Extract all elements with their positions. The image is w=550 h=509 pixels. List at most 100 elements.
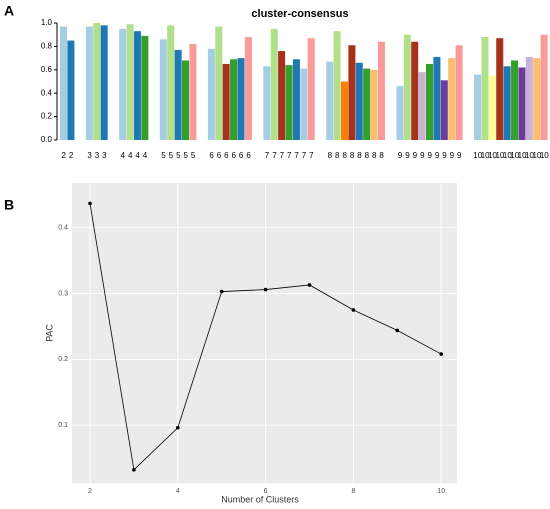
x-tick-label: 5	[183, 151, 188, 160]
x-tick-label: 9	[427, 151, 432, 160]
x-tick-label: 8	[335, 151, 340, 160]
y-tick-label: 0.1	[58, 422, 68, 429]
x-tick-label: 7	[272, 151, 277, 160]
x-tick-label: 10	[540, 151, 549, 160]
bar	[300, 68, 308, 140]
bar	[326, 61, 334, 140]
bar	[230, 59, 238, 140]
x-tick-label: 6	[246, 151, 251, 160]
y-tick-label: 0.0	[41, 135, 53, 144]
bar	[307, 38, 315, 140]
point	[263, 287, 268, 292]
bar	[237, 58, 245, 140]
x-tick-label: 3	[102, 151, 107, 160]
x-tick-label: 8	[379, 151, 384, 160]
x-tick-label: 9	[398, 151, 403, 160]
bar	[278, 51, 286, 140]
x-tick-label: 10	[518, 151, 527, 160]
x-tick-label: 4	[176, 488, 180, 495]
bar	[159, 39, 167, 140]
x-tick-label: 4	[128, 151, 133, 160]
bar	[488, 75, 496, 140]
x-tick-label: 5	[191, 151, 196, 160]
x-tick-label: 7	[280, 151, 285, 160]
x-tick-label: 6	[264, 488, 268, 495]
bar	[518, 67, 526, 140]
bar	[85, 26, 93, 140]
point	[88, 201, 92, 206]
x-tick-label: 5	[176, 151, 181, 160]
bar	[403, 34, 411, 141]
bar	[189, 44, 197, 141]
bar	[540, 34, 548, 141]
bar	[340, 81, 348, 140]
x-tick-label: 4	[135, 151, 140, 160]
bar	[292, 59, 300, 140]
x-tick-label: 2	[88, 488, 92, 495]
x-tick-label: 10	[437, 488, 445, 495]
point	[132, 468, 136, 472]
panel-label: A	[4, 3, 14, 19]
bar	[426, 63, 434, 141]
bar	[533, 58, 541, 140]
x-tick-label: 9	[442, 151, 447, 160]
bar	[481, 37, 489, 140]
x-tick-label: 10	[495, 151, 504, 160]
point	[395, 328, 400, 333]
bar	[511, 60, 519, 140]
x-tick-label: 8	[357, 151, 362, 160]
y-tick-label: 0.3	[58, 290, 68, 297]
x-tick-label: 6	[209, 151, 214, 160]
x-tick-label: 10	[481, 151, 490, 160]
bar	[167, 25, 175, 141]
y-tick-label: 0.4	[41, 88, 53, 97]
bar	[174, 49, 182, 140]
x-tick-label: 3	[87, 151, 92, 160]
x-tick-label: 8	[342, 151, 347, 160]
x-tick-label: 5	[169, 151, 174, 160]
bar	[222, 63, 230, 141]
x-tick-label: 7	[294, 151, 299, 160]
bar	[100, 25, 108, 141]
bar	[60, 26, 68, 140]
y-tick-label: 1.0	[41, 18, 53, 27]
x-tick-label: 10	[503, 151, 512, 160]
bar	[440, 80, 448, 140]
bar	[455, 45, 463, 141]
y-axis-label: PAC	[44, 324, 54, 342]
bar	[263, 66, 271, 140]
y-tick-label: 0.2	[41, 112, 53, 121]
x-tick-label: 4	[121, 151, 126, 160]
bar	[126, 24, 134, 141]
bar	[285, 65, 293, 140]
bar	[355, 62, 363, 140]
x-tick-label: 8	[328, 151, 333, 160]
x-tick-label: 6	[239, 151, 244, 160]
bar	[396, 86, 404, 140]
x-tick-label: 3	[95, 151, 100, 160]
x-tick-label: 9	[435, 151, 440, 160]
bar	[418, 72, 426, 140]
x-tick-label: 10	[532, 151, 541, 160]
y-tick-label: 0.8	[41, 42, 53, 51]
chart-title: cluster-consensus	[251, 8, 348, 20]
x-tick-label: 4	[143, 151, 148, 160]
x-tick-label: 10	[473, 151, 482, 160]
point	[307, 283, 312, 287]
bar	[244, 37, 252, 140]
bar	[215, 26, 223, 140]
panel-label: B	[4, 197, 14, 213]
x-tick-label: 10	[525, 151, 534, 160]
bar	[141, 35, 149, 141]
y-tick-label: 0.2	[58, 356, 68, 363]
x-tick-label: 9	[457, 151, 462, 160]
bar	[525, 56, 533, 140]
x-tick-label: 8	[365, 151, 370, 160]
x-tick-label: 6	[217, 151, 222, 160]
y-tick-label: 0.6	[41, 65, 53, 74]
x-tick-label: 8	[372, 151, 377, 160]
bar	[448, 58, 456, 140]
point	[175, 425, 180, 430]
x-tick-label: 8	[350, 151, 355, 160]
